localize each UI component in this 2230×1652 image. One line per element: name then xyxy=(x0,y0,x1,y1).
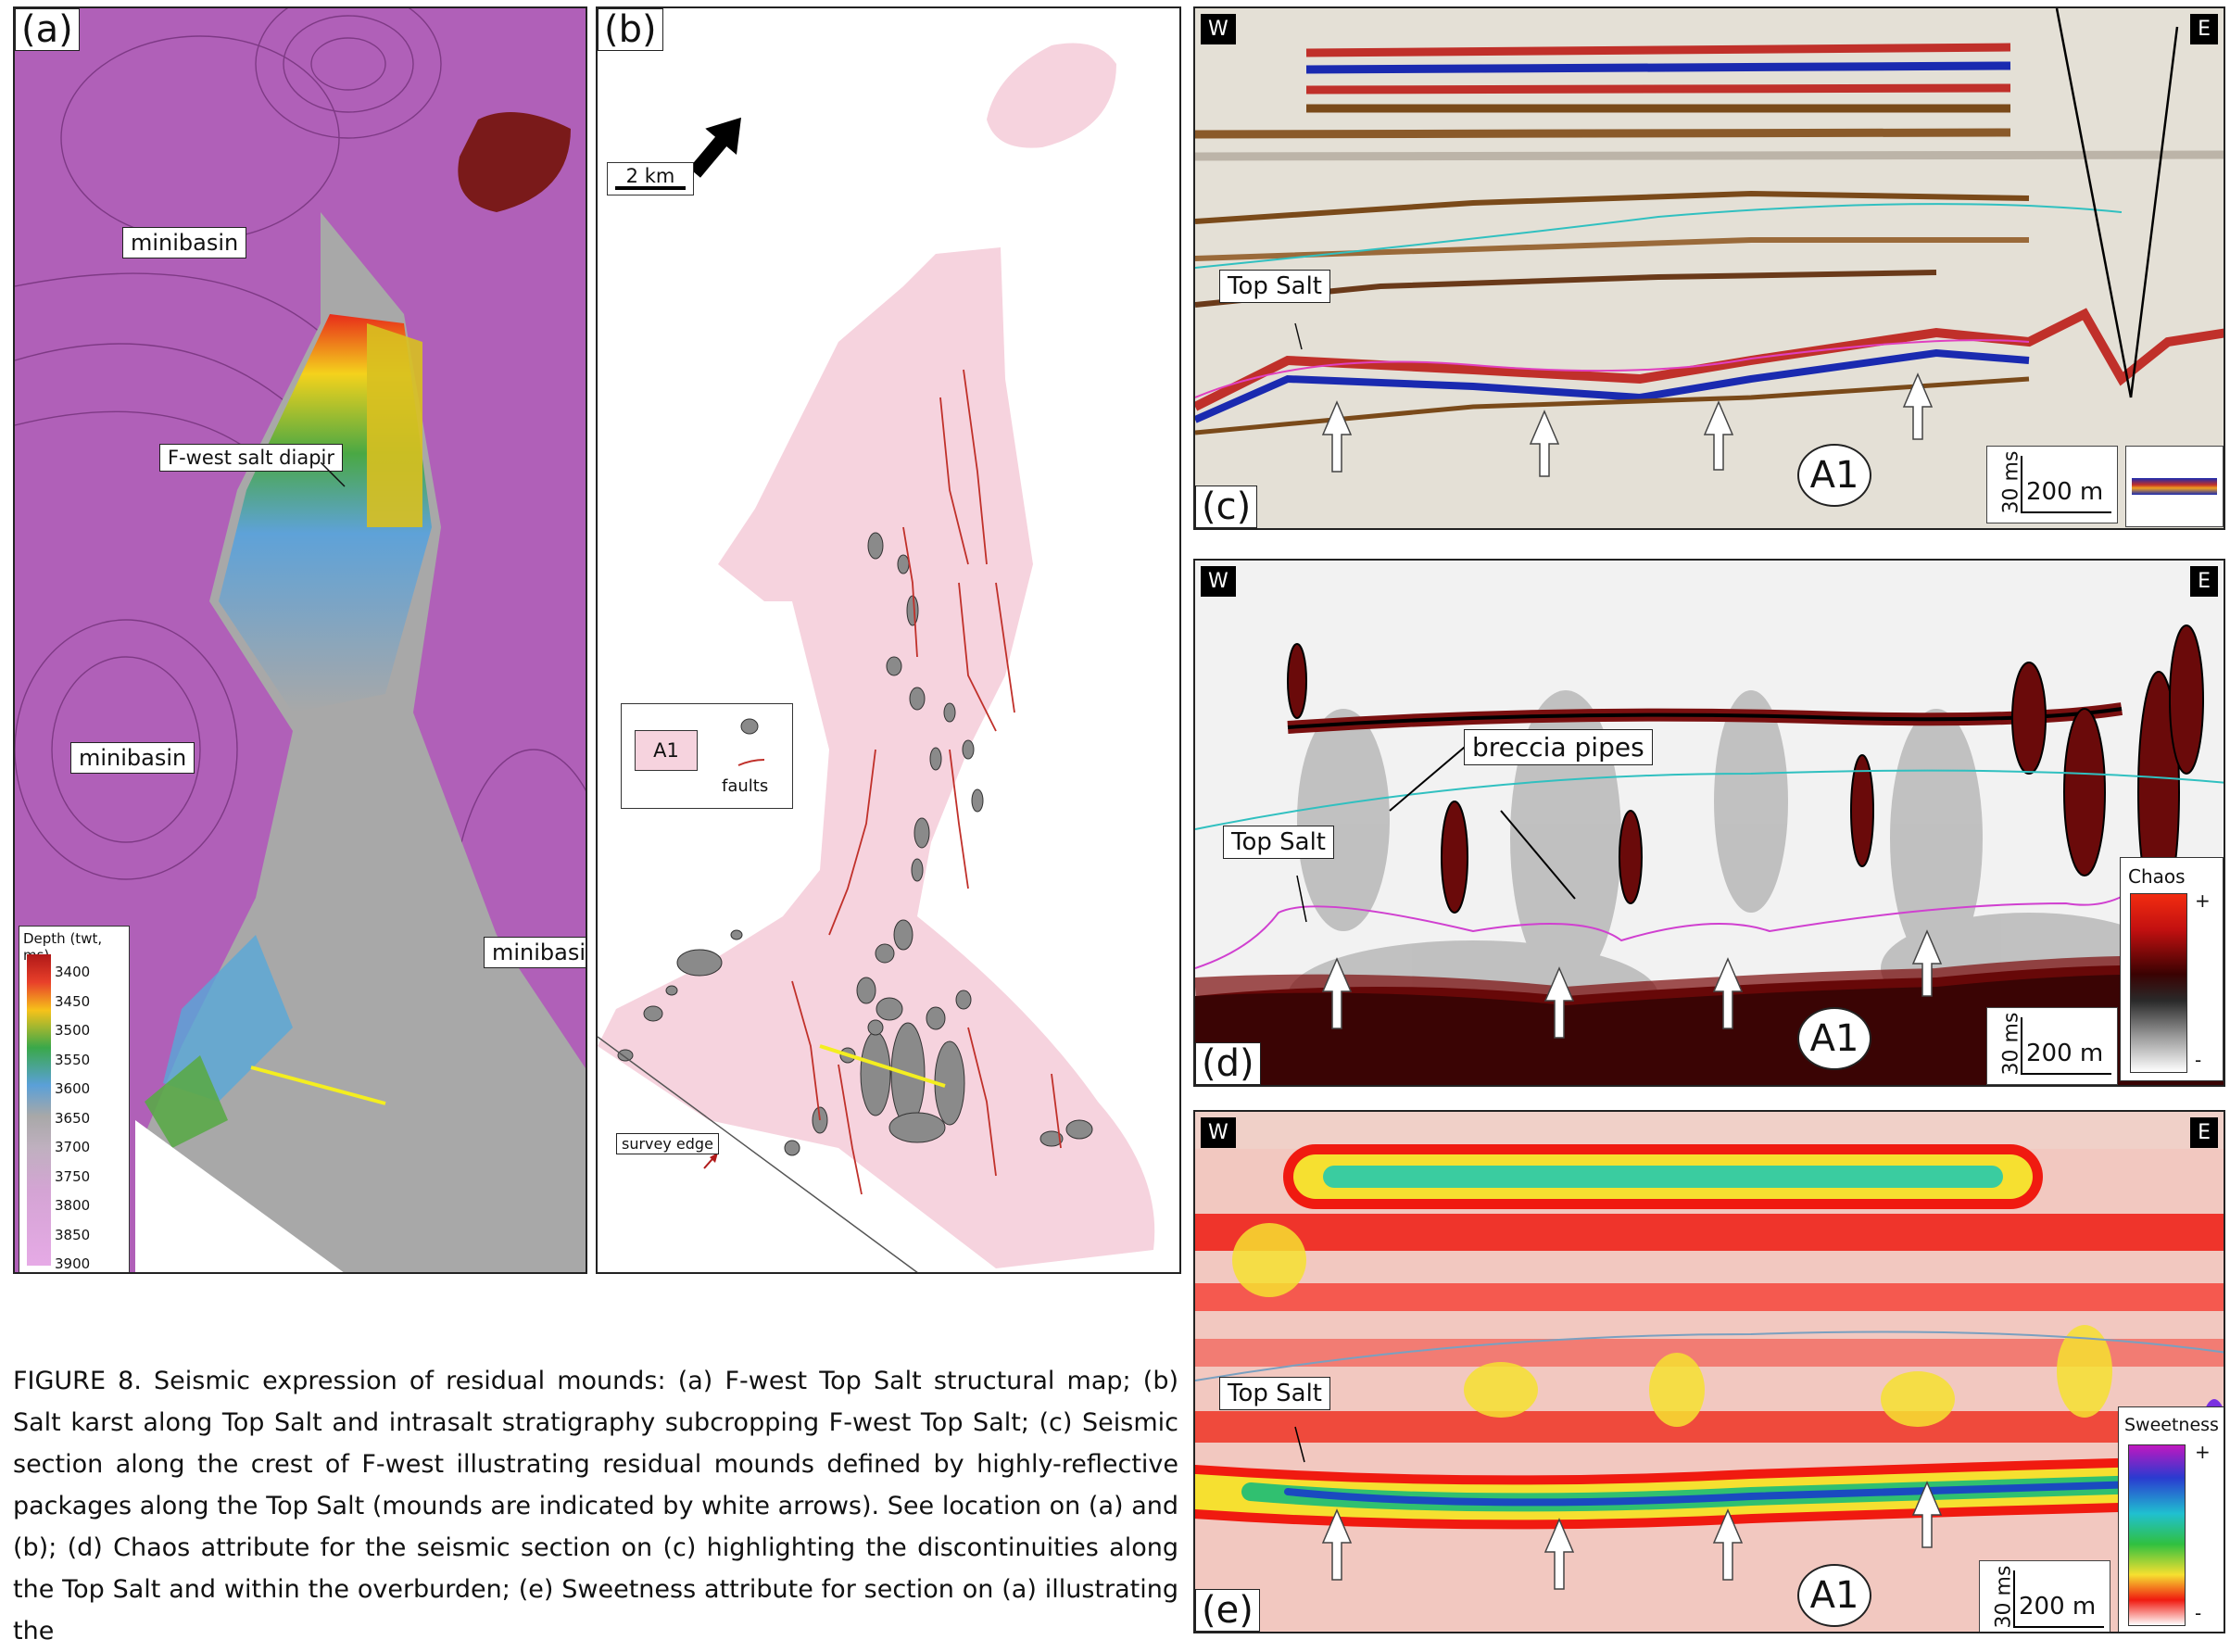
sweetness-legend: Sweetness + - xyxy=(2118,1406,2224,1632)
scale-bar: 2 km xyxy=(607,162,694,195)
panel-e-scale-base xyxy=(2013,1626,2104,1628)
depth-tick-label: 3400 xyxy=(55,964,91,980)
panel-d-scale-lines xyxy=(2021,1017,2022,1075)
minibasin-label-left: minibasin xyxy=(70,742,195,774)
panel-d-scale-horizontal: 200 m xyxy=(2026,1040,2104,1067)
panel-b-tag: (b) xyxy=(598,8,663,51)
diapir-leader-line xyxy=(321,462,346,487)
panel-c-scale-box: 30 ms 200 m xyxy=(1986,446,2118,523)
depth-tick-label: 3600 xyxy=(55,1080,91,1097)
panel-c-scale-base xyxy=(2021,511,2111,513)
scale-bar-line xyxy=(615,186,686,190)
panel-e-scale-box: 30 ms 200 m xyxy=(1979,1560,2110,1632)
panel-c-east: E xyxy=(2190,14,2218,44)
panel-c-a1-label: A1 xyxy=(1797,444,1871,507)
breccia-pipes-label: breccia pipes xyxy=(1464,729,1653,765)
legend-faults-label: faults xyxy=(722,776,769,796)
panel-c-top-salt-label: Top Salt xyxy=(1219,270,1330,303)
depth-colorbar xyxy=(27,954,51,1266)
panel-c-scale-vertical: 30 ms xyxy=(1999,450,2023,514)
panel-e-a1-label: A1 xyxy=(1797,1564,1871,1627)
panel-d-top-salt-label: Top Salt xyxy=(1223,826,1334,859)
legend-unit-label: A1 xyxy=(653,739,679,762)
scale-bar-label: 2 km xyxy=(625,165,675,187)
minibasin-label-top: minibasin xyxy=(122,227,247,259)
diapir-label: F-west salt diapir xyxy=(159,444,343,472)
map-legend: A1 faults xyxy=(621,703,793,809)
depth-tick-label: 3800 xyxy=(55,1197,91,1214)
panel-d-east: E xyxy=(2190,566,2218,597)
panel-e-east: E xyxy=(2190,1117,2218,1148)
depth-legend: Depth (twt, ms) 340034503500355036003650… xyxy=(19,926,130,1272)
panel-a-tag: (a) xyxy=(15,8,80,51)
legend-unit-swatch: A1 xyxy=(635,730,698,771)
panel-e-tag: (e) xyxy=(1195,1589,1260,1632)
panel-d-scale-base xyxy=(2021,1073,2111,1075)
chaos-colorbar xyxy=(2130,893,2187,1073)
inset-wavelet-band xyxy=(2132,478,2217,495)
panel-e-scale-horizontal: 200 m xyxy=(2019,1593,2097,1620)
chaos-attribute-image xyxy=(1195,561,2224,1085)
panel-a-structural-map: (a) minibasin minibasin minibasin F-west… xyxy=(13,6,587,1274)
survey-edge-label: survey edge xyxy=(616,1133,719,1154)
panel-c-scale-horizontal: 200 m xyxy=(2026,478,2104,506)
chaos-legend-plus: + xyxy=(2195,889,2211,912)
depth-tick-list: 3400 3450 3500 3550 3600 3650 3700 3750 3800 3850… xyxy=(55,954,125,1272)
sweetness-legend-plus: + xyxy=(2195,1441,2211,1463)
panel-d-tag: (d) xyxy=(1195,1042,1261,1085)
depth-tick-label: 3550 xyxy=(55,1051,91,1068)
depth-tick-label: 3750 xyxy=(55,1167,91,1185)
chaos-legend-minus: - xyxy=(2195,1049,2202,1071)
panel-e-west: W xyxy=(1201,1117,1236,1148)
panel-d-scale-vertical: 30 ms xyxy=(1999,1012,2023,1076)
panel-e-scale-vertical: 30 ms xyxy=(1992,1565,2016,1629)
panel-c-seismic-section: W E Top Salt A1 30 ms 200 m (c) xyxy=(1193,6,2225,530)
figure-caption: FIGURE 8. Seismic expression of residual… xyxy=(13,1367,1178,1646)
sweetness-colorbar xyxy=(2128,1444,2186,1626)
panel-c-tag: (c) xyxy=(1195,486,1258,528)
panel-c-west: W xyxy=(1201,14,1236,44)
panel-e-top-salt-label: Top Salt xyxy=(1219,1377,1330,1410)
panel-d-west: W xyxy=(1201,566,1236,597)
depth-tick-label: 3900 xyxy=(55,1255,91,1272)
sweetness-legend-minus: - xyxy=(2195,1602,2202,1624)
depth-tick-label: 3500 xyxy=(55,1022,91,1039)
depth-tick-label: 3450 xyxy=(55,992,91,1010)
sweetness-attribute-image xyxy=(1195,1112,2224,1632)
panel-c-scale-lines xyxy=(2021,456,2022,513)
panel-d-chaos-section: W E breccia pipes Top Salt A1 30 ms 200 … xyxy=(1193,559,2225,1087)
depth-tick-label: 3850 xyxy=(55,1226,91,1243)
sweetness-legend-title: Sweetness xyxy=(2124,1415,2219,1435)
panel-e-scale-lines xyxy=(2013,1570,2015,1628)
panel-c-wavelet-inset xyxy=(2125,446,2224,527)
chaos-legend: Chaos + - xyxy=(2120,857,2224,1081)
minibasin-label-right: minibasin xyxy=(484,937,586,968)
panel-d-scale-box: 30 ms 200 m xyxy=(1986,1007,2118,1085)
depth-tick-label: 3700 xyxy=(55,1139,91,1155)
depth-tick-label: 3650 xyxy=(55,1109,91,1127)
seismic-section-image xyxy=(1195,8,2224,528)
karst-map-image xyxy=(598,43,1155,1272)
legend-mound-and-fault-symbols xyxy=(737,718,765,766)
panel-b-karst-map: (b) 2 km A1 faults survey edge xyxy=(596,6,1181,1274)
panel-d-a1-label: A1 xyxy=(1797,1007,1871,1070)
chaos-legend-title: Chaos xyxy=(2128,865,2186,888)
panel-e-sweetness-section: W E Top Salt A1 30 ms 200 m Sweetness + … xyxy=(1193,1110,2225,1633)
